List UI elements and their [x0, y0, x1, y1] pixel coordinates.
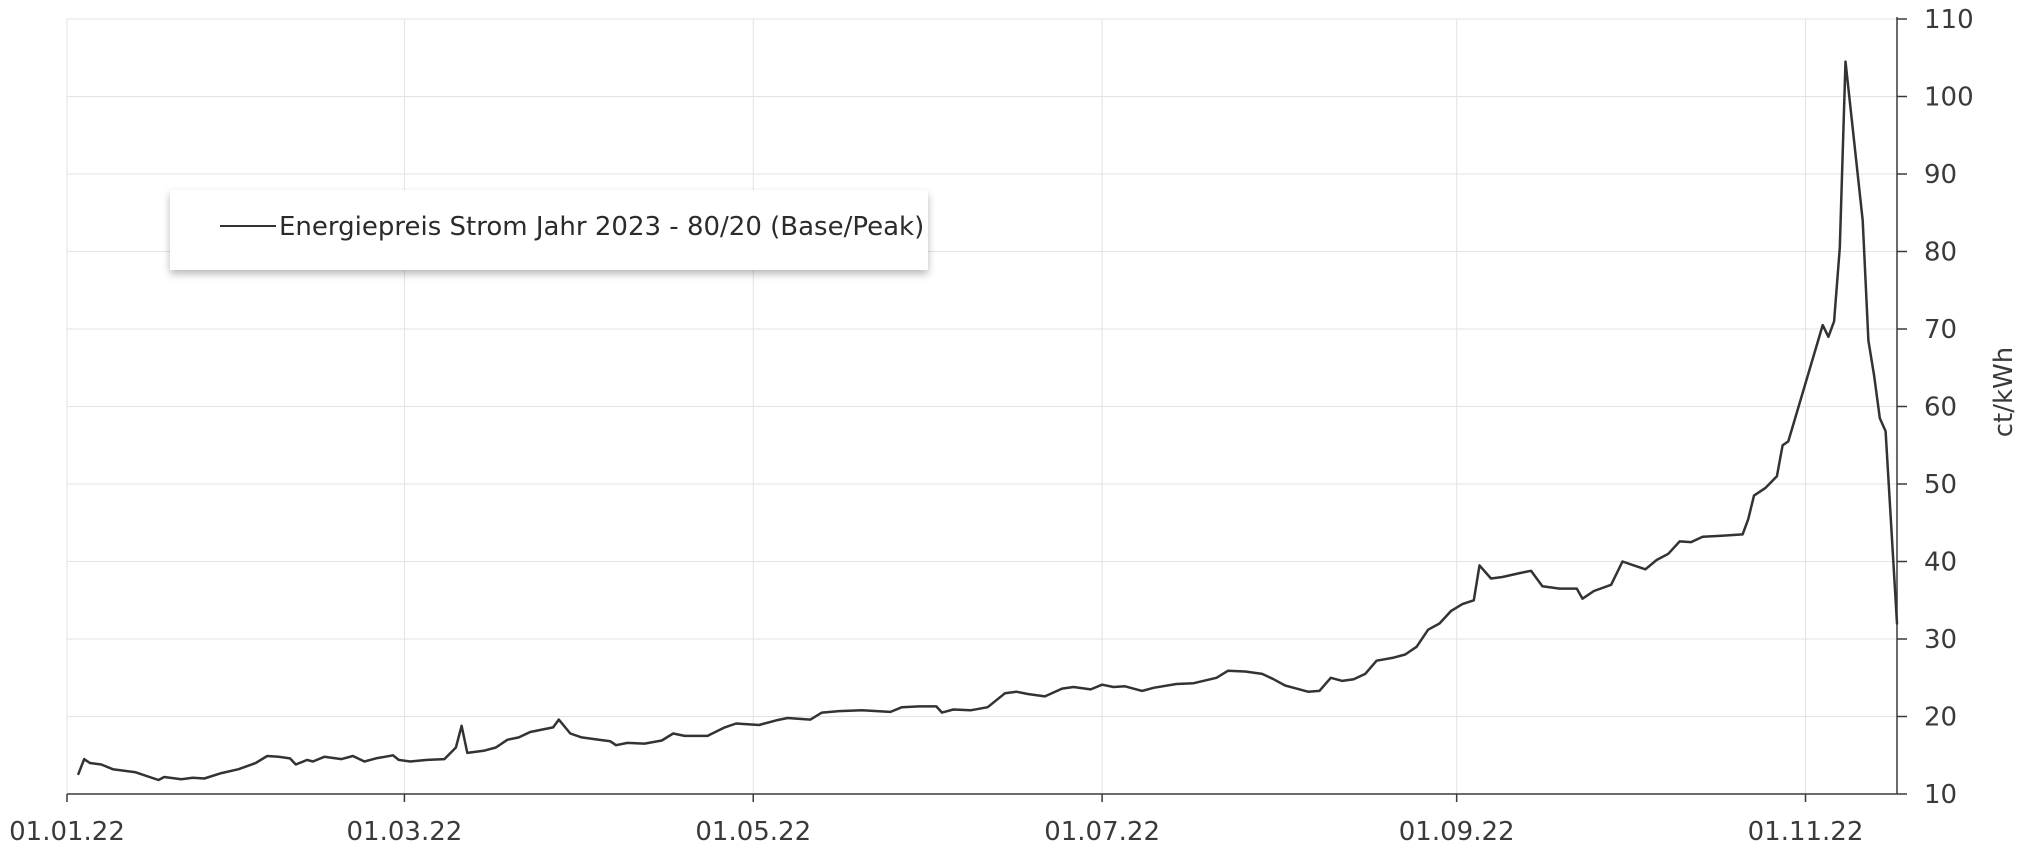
- x-tick-label: 01.11.22: [1748, 817, 1864, 847]
- axes: [66, 17, 1907, 802]
- x-tick-labels: 01.01.22 01.03.22 01.05.22 01.07.22 01.09.22…: [9, 817, 1863, 847]
- legend-label: Energiepreis Strom Jahr 2023 - 80/20 (Ba…: [279, 212, 924, 242]
- y-tick-labels: 10 20 30 40 50 60 70 80 90 100 110: [1924, 5, 1974, 810]
- x-tick-label: 01.05.22: [695, 817, 811, 847]
- series-line: [77, 60, 1899, 782]
- legend: Energiepreis Strom Jahr 2023 - 80/20 (Ba…: [170, 190, 928, 270]
- y-tick-label: 60: [1924, 393, 1957, 423]
- y-tick-label: 110: [1924, 5, 1974, 35]
- y-axis-title: ct/kWh: [1989, 347, 2019, 438]
- y-tick-label: 10: [1924, 780, 1957, 810]
- y-tick-label: 30: [1924, 625, 1957, 655]
- legend-box: [170, 190, 928, 270]
- y-tick-label: 20: [1924, 703, 1957, 733]
- y-tick-label: 50: [1924, 470, 1957, 500]
- grid: [66, 18, 1897, 795]
- y-tick-label: 80: [1924, 238, 1957, 268]
- y-tick-label: 40: [1924, 548, 1957, 578]
- y-tick-label: 100: [1924, 83, 1974, 113]
- y-tick-label: 70: [1924, 315, 1957, 345]
- series-layer: [77, 60, 1899, 782]
- x-tick-label: 01.07.22: [1044, 817, 1160, 847]
- x-tick-label: 01.03.22: [347, 817, 463, 847]
- x-tick-label: 01.01.22: [9, 817, 125, 847]
- y-tick-label: 90: [1924, 160, 1957, 190]
- x-tick-label: 01.09.22: [1399, 817, 1515, 847]
